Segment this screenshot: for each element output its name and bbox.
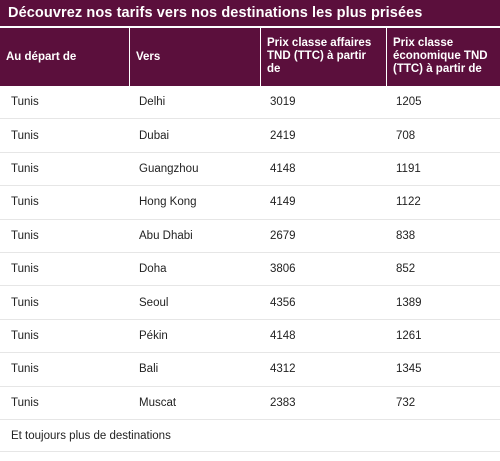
cell-economy-price: 732: [396, 396, 416, 409]
cell-destination: Doha: [139, 263, 167, 276]
cell-business-price: 4312: [270, 363, 296, 376]
cell-business-price: 2419: [270, 129, 296, 142]
cell-destination: Muscat: [139, 396, 177, 409]
cell-destination: Delhi: [139, 96, 166, 109]
cell-business-price: 2383: [270, 396, 296, 409]
cell-economy-price: 1389: [396, 296, 422, 309]
table-row: Tunis Muscat 2383 732: [0, 387, 500, 420]
table-row: Tunis Hong Kong 4149 1122: [0, 186, 500, 220]
cell-economy-price: 838: [396, 229, 416, 242]
cell-departure: Tunis: [11, 296, 39, 309]
cell-destination: Dubai: [139, 129, 170, 142]
table-row: Tunis Seoul 4356 1389: [0, 286, 500, 320]
table-header-row: Au départ de Vers Prix classe affaires T…: [0, 28, 500, 86]
cell-destination: Seoul: [139, 296, 169, 309]
cell-departure: Tunis: [11, 329, 39, 342]
cell-destination: Pékin: [139, 329, 168, 342]
header-destination: Vers: [129, 28, 260, 86]
cell-business-price: 4148: [270, 162, 296, 175]
cell-departure: Tunis: [11, 229, 39, 242]
table-row: Tunis Abu Dhabi 2679 838: [0, 220, 500, 253]
cell-economy-price: 1205: [396, 96, 422, 109]
cell-business-price: 4149: [270, 196, 296, 209]
cell-destination: Guangzhou: [139, 162, 199, 175]
cell-departure: Tunis: [11, 129, 39, 142]
cell-departure: Tunis: [11, 363, 39, 376]
table-row: Tunis Guangzhou 4148 1191: [0, 153, 500, 187]
cell-departure: Tunis: [11, 96, 39, 109]
header-departure: Au départ de: [6, 50, 77, 63]
cell-business-price: 2679: [270, 229, 296, 242]
header-economy-price: Prix classe économique TND (TTC) à parti…: [386, 28, 500, 86]
table-row: Tunis Dubai 2419 708: [0, 119, 500, 153]
table-row: Tunis Delhi 3019 1205: [0, 86, 500, 120]
table-row: Tunis Bali 4312 1345: [0, 353, 500, 387]
cell-departure: Tunis: [11, 396, 39, 409]
cell-economy-price: 708: [396, 129, 416, 142]
cell-business-price: 3806: [270, 263, 296, 276]
cell-economy-price: 1261: [396, 329, 422, 342]
cell-economy-price: 852: [396, 263, 416, 276]
cell-economy-price: 1345: [396, 363, 422, 376]
header-business-price: Prix classe affaires TND (TTC) à partir …: [260, 28, 386, 86]
title-bar: Découvrez nos tarifs vers nos destinatio…: [0, 0, 500, 27]
cell-departure: Tunis: [11, 162, 39, 175]
table-body: Tunis Delhi 3019 1205 Tunis Dubai 2419 7…: [0, 86, 500, 420]
cell-destination: Bali: [139, 363, 159, 376]
cell-business-price: 3019: [270, 96, 296, 109]
cell-departure: Tunis: [11, 263, 39, 276]
cell-departure: Tunis: [11, 196, 39, 209]
cell-economy-price: 1122: [396, 196, 421, 209]
table-row: Tunis Doha 3806 852: [0, 253, 500, 287]
table-title: Découvrez nos tarifs vers nos destinatio…: [8, 5, 423, 21]
cell-economy-price: 1191: [396, 162, 421, 175]
table-row: Tunis Pékin 4148 1261: [0, 320, 500, 354]
cell-business-price: 4356: [270, 296, 296, 309]
cell-business-price: 4148: [270, 329, 296, 342]
more-destinations-footer: Et toujours plus de destinations: [0, 420, 500, 452]
cell-destination: Hong Kong: [139, 196, 197, 209]
cell-destination: Abu Dhabi: [139, 229, 193, 242]
